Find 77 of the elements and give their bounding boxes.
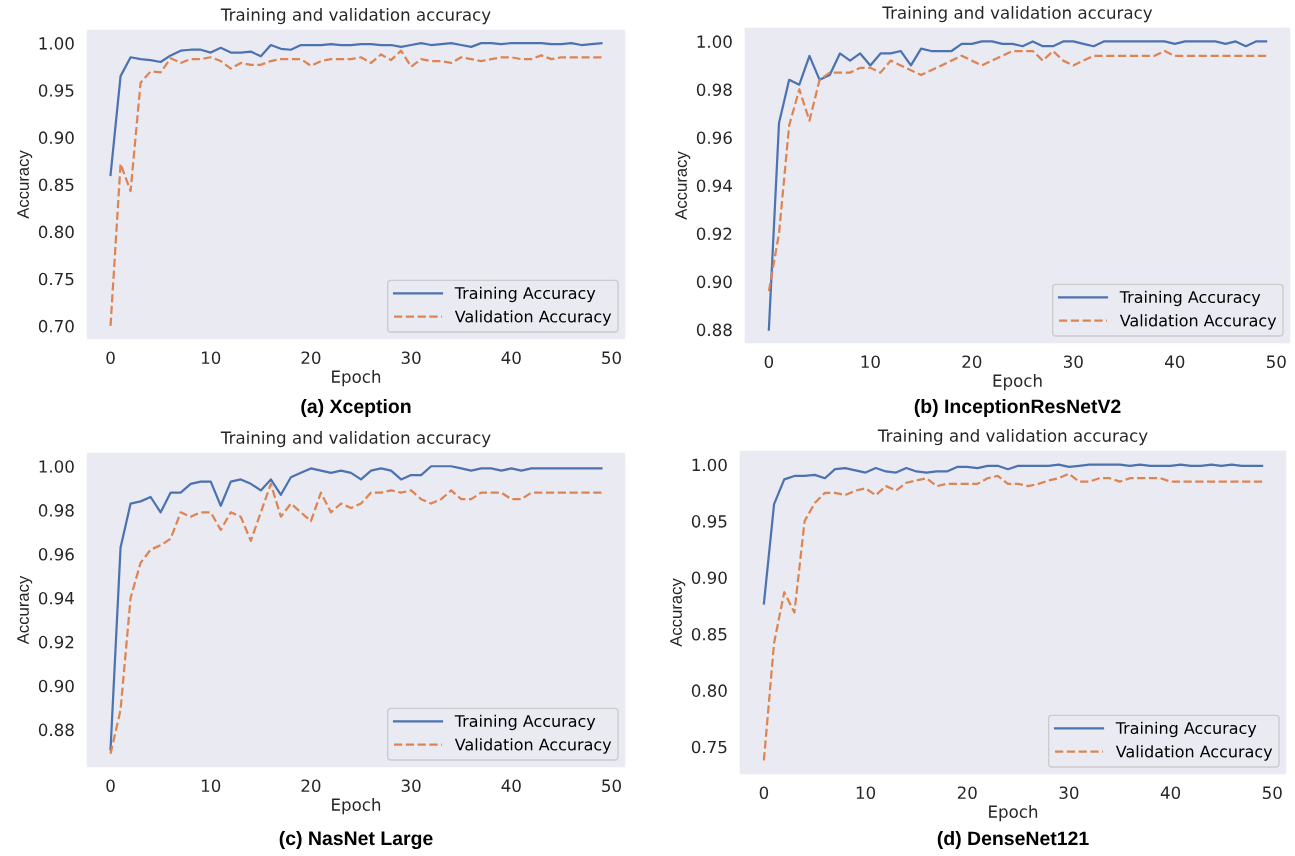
- chart-title: Training and validation accuracy: [877, 429, 1148, 446]
- x-tick-label: 40: [1160, 786, 1181, 800]
- x-tick-label: 40: [1165, 355, 1185, 369]
- y-tick-label: 0.88: [696, 323, 732, 337]
- y-tick-label: 0.70: [38, 319, 74, 333]
- legend-label: Training Accuracy: [1119, 290, 1261, 307]
- x-tick-label: 10: [861, 355, 880, 369]
- legend-label: Training Accuracy: [454, 714, 596, 731]
- x-tick-label: 10: [201, 779, 221, 793]
- y-tick-label: 0.80: [38, 225, 74, 239]
- x-axis-title: Epoch: [989, 805, 1038, 822]
- legend-label: Training Accuracy: [1115, 721, 1257, 738]
- y-tick-label: 1.00: [692, 458, 727, 472]
- legend-label: Training Accuracy: [454, 286, 596, 303]
- legend-label: Validation Accuracy: [454, 738, 612, 754]
- chart-title: Training and validation accuracy: [220, 431, 491, 448]
- y-tick-label: 0.95: [38, 84, 74, 97]
- x-tick-label: 0: [106, 351, 115, 365]
- y-tick-label: 0.85: [38, 178, 74, 192]
- x-tick-label: 10: [856, 786, 876, 800]
- x-tick-label: 30: [401, 351, 421, 365]
- y-tick-label: 0.90: [38, 679, 74, 693]
- x-tick-label: 20: [301, 351, 321, 365]
- x-tick-label: 0: [764, 355, 774, 369]
- y-tick-label: 0.92: [38, 635, 74, 649]
- legend-label: Validation Accuracy: [1115, 745, 1273, 761]
- y-tick-label: 0.80: [691, 684, 727, 697]
- x-axis-title: Epoch: [993, 374, 1042, 391]
- y-tick-label: 0.94: [696, 179, 732, 193]
- line-series: [109, 42, 603, 177]
- y-tick-label: 0.94: [38, 591, 74, 605]
- y-tick-label: 0.90: [38, 131, 74, 144]
- y-tick-label: 0.75: [38, 272, 74, 286]
- chart-title: Training and validation accuracy: [882, 6, 1153, 23]
- x-tick-label: 30: [401, 779, 421, 793]
- legend-label: Validation Accuracy: [1119, 314, 1277, 330]
- x-tick-label: 40: [501, 779, 521, 793]
- x-tick-label: 40: [501, 351, 521, 365]
- y-tick-label: 1.00: [39, 460, 74, 473]
- x-tick-label: 20: [957, 786, 977, 800]
- y-tick-label: 0.90: [696, 275, 732, 289]
- y-axis-title: Accuracy: [17, 150, 33, 219]
- x-tick-label: 30: [1059, 786, 1079, 800]
- line-series: [762, 463, 1264, 605]
- text: (b) InceptionResNetV2: [914, 398, 1121, 418]
- x-axis-title: Epoch: [332, 798, 381, 815]
- y-axis-title: Accuracy: [675, 151, 691, 220]
- y-axis-title: Accuracy: [670, 578, 686, 647]
- y-tick-label: 0.98: [696, 83, 732, 97]
- x-tick-label: 0: [759, 786, 769, 800]
- y-tick-label: 1.00: [697, 35, 732, 48]
- y-tick-label: 0.75: [691, 740, 727, 754]
- y-tick-label: 0.90: [691, 571, 727, 585]
- x-tick-label: 30: [1063, 355, 1083, 369]
- x-tick-label: 50: [602, 779, 621, 793]
- text: (d) DenseNet121: [937, 830, 1089, 850]
- x-tick-label: 0: [106, 779, 115, 793]
- y-tick-label: 0.92: [696, 227, 732, 241]
- y-tick-label: 0.96: [696, 131, 732, 145]
- x-tick-label: 20: [962, 355, 982, 369]
- chart-title: Training and validation accuracy: [220, 8, 491, 25]
- x-tick-label: 10: [201, 351, 221, 365]
- text: (a) Xception: [301, 398, 411, 418]
- y-axis-title: Accuracy: [17, 575, 33, 645]
- x-tick-label: 50: [602, 351, 621, 365]
- legend-label: Validation Accuracy: [454, 310, 612, 326]
- y-tick-label: 0.95: [691, 515, 727, 528]
- y-tick-label: 1.00: [39, 37, 74, 50]
- y-tick-label: 0.88: [38, 723, 74, 737]
- x-axis-title: Epoch: [332, 370, 381, 387]
- x-tick-label: 50: [1262, 786, 1282, 800]
- x-tick-label: 50: [1266, 355, 1286, 369]
- text: (c) NasNet Large: [279, 830, 433, 850]
- x-tick-label: 20: [301, 779, 321, 793]
- y-tick-label: 0.96: [38, 548, 74, 561]
- y-tick-label: 0.85: [691, 627, 727, 641]
- y-tick-label: 0.98: [38, 504, 74, 517]
